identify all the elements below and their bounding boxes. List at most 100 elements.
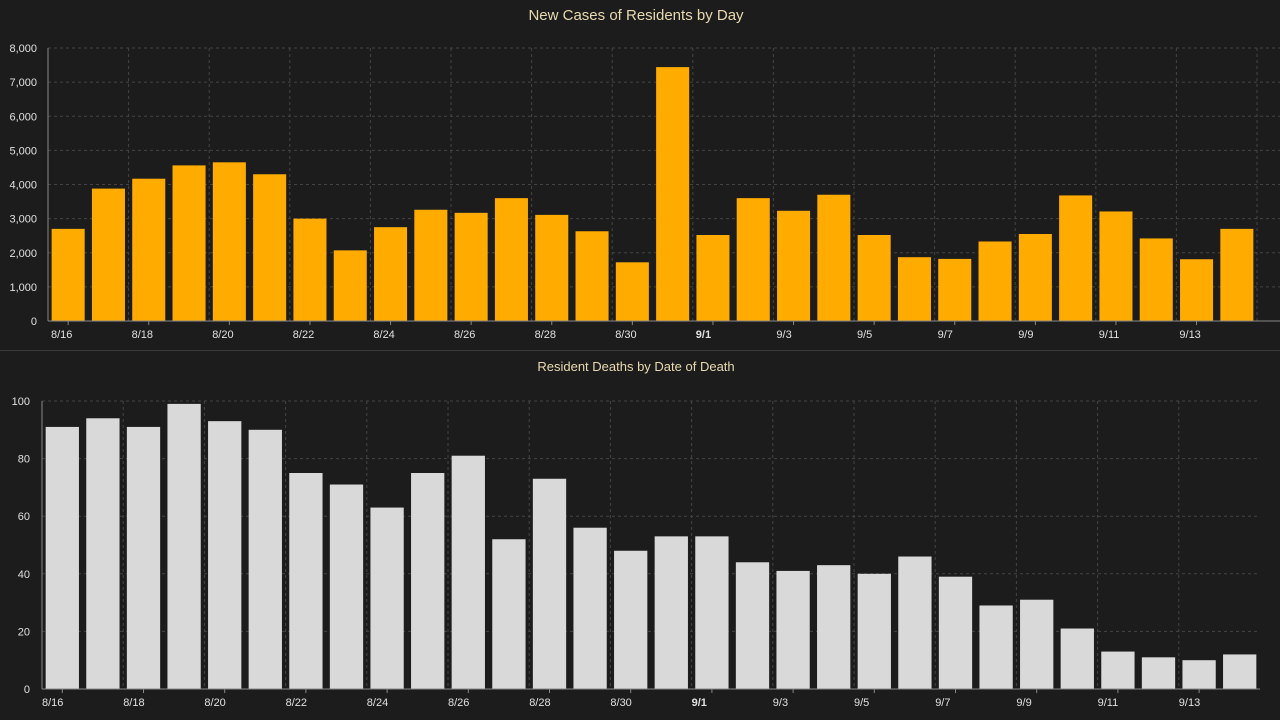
deaths-x-tick-label: 9/11 xyxy=(1098,697,1119,709)
deaths-bar-9-8 xyxy=(979,605,1013,689)
cases-bar-8-17 xyxy=(91,188,125,321)
cases-x-tick-label: 8/26 xyxy=(454,329,475,341)
new-cases-bar-chart: New Cases of Residents by Day 0 1,000 2,00… xyxy=(9,7,1280,341)
deaths-bar-9-9 xyxy=(1020,599,1054,689)
resident-deaths-gridlines xyxy=(42,400,1260,689)
deaths-bar-9-5 xyxy=(857,573,891,689)
deaths-y-tick-label: 100 xyxy=(12,396,30,408)
cases-x-tick-label: 9/13 xyxy=(1179,329,1200,341)
cases-x-tick-label: 9/9 xyxy=(1018,329,1033,341)
cases-bar-9-7 xyxy=(938,258,972,321)
cases-x-tick-label: 9/7 xyxy=(938,329,953,341)
deaths-bar-9-14 xyxy=(1223,654,1257,689)
deaths-x-tick-label: 8/28 xyxy=(529,697,550,709)
cases-y-tick-label: 6,000 xyxy=(9,111,37,123)
deaths-x-tick-label: 9/13 xyxy=(1179,697,1200,709)
cases-bar-9-12 xyxy=(1139,238,1173,321)
cases-bar-8-30 xyxy=(615,262,649,321)
deaths-y-tick-label: 20 xyxy=(18,626,30,638)
resident-deaths-chart-title: Resident Deaths by Date of Death xyxy=(537,359,734,374)
cases-bar-8-31 xyxy=(656,67,690,321)
resident-deaths-bar-chart: Resident Deaths by Date of Death 0 20 40 60… xyxy=(12,359,1260,709)
deaths-x-tick-label: 9/1 xyxy=(692,697,707,709)
cases-y-tick-label: 3,000 xyxy=(9,214,37,226)
deaths-x-tick-label: 8/26 xyxy=(448,697,469,709)
cases-y-tick-label: 0 xyxy=(31,316,37,328)
deaths-x-tick-label: 8/20 xyxy=(204,697,225,709)
deaths-bar-8-23 xyxy=(329,484,364,689)
resident-deaths-y-axis: 0 20 40 60 80 100 xyxy=(12,396,43,696)
cases-x-tick-label: 8/22 xyxy=(293,329,314,341)
cases-bar-8-20 xyxy=(212,162,246,321)
deaths-bar-8-20 xyxy=(208,421,242,689)
deaths-bar-8-19 xyxy=(167,403,201,689)
resident-deaths-bars xyxy=(45,403,1257,689)
cases-bar-8-19 xyxy=(172,165,206,321)
new-cases-chart-title: New Cases of Residents by Day xyxy=(528,7,744,24)
cases-x-tick-label: 8/24 xyxy=(373,329,394,341)
deaths-bar-9-1 xyxy=(695,536,729,689)
deaths-bar-8-16 xyxy=(45,426,79,689)
cases-y-tick-label: 2,000 xyxy=(9,248,37,260)
cases-bar-8-28 xyxy=(535,214,569,321)
deaths-y-tick-label: 40 xyxy=(18,569,30,581)
deaths-bar-8-30 xyxy=(614,550,648,689)
cases-x-tick-label: 8/16 xyxy=(51,329,72,341)
resident-deaths-chart-panel: Resident Deaths by Date of Death 0 20 40 60… xyxy=(0,351,1280,720)
cases-bar-8-22 xyxy=(293,218,327,321)
cases-bar-9-1 xyxy=(696,235,730,321)
cases-bar-8-23 xyxy=(333,250,367,321)
deaths-bar-8-26 xyxy=(451,455,485,689)
deaths-bar-8-22 xyxy=(289,473,323,689)
deaths-bar-8-18 xyxy=(126,426,161,689)
deaths-bar-8-29 xyxy=(573,527,607,689)
deaths-bar-9-7 xyxy=(938,576,973,689)
new-cases-chart-panel: New Cases of Residents by Day 0 1,000 2,00… xyxy=(0,0,1280,350)
chart-divider xyxy=(0,350,1280,351)
resident-deaths-x-axis: 8/16 8/18 8/20 8/22 8/24 8/26 8/28 8/30 9/1 9/3 9/… xyxy=(42,688,1260,709)
new-cases-x-axis: 8/16 8/18 8/20 8/22 8/24 8/26 8/28 8/30 9/1 9/3 9/… xyxy=(48,320,1280,341)
deaths-bar-8-21 xyxy=(248,429,282,689)
deaths-x-tick-label: 8/18 xyxy=(123,697,144,709)
cases-x-tick-label: 9/11 xyxy=(1099,329,1120,341)
deaths-bar-9-3 xyxy=(776,570,810,689)
cases-bar-9-8 xyxy=(978,241,1012,321)
cases-x-tick-label: 9/3 xyxy=(776,329,791,341)
cases-bar-9-11 xyxy=(1099,211,1133,321)
deaths-x-tick-label: 9/9 xyxy=(1016,697,1031,709)
cases-bar-8-25 xyxy=(414,209,448,321)
cases-bar-9-3 xyxy=(777,210,811,321)
cases-y-tick-label: 8,000 xyxy=(9,43,37,55)
cases-x-tick-label: 8/18 xyxy=(132,329,153,341)
deaths-bar-8-28 xyxy=(532,478,567,689)
cases-bar-9-2 xyxy=(736,198,770,321)
deaths-bar-9-4 xyxy=(817,565,851,689)
cases-bar-8-24 xyxy=(374,227,408,321)
cases-x-tick-label: 8/30 xyxy=(615,329,636,341)
deaths-bar-8-31 xyxy=(654,536,688,689)
new-cases-y-axis: 0 1,000 2,000 3,000 4,000 5,000 6,000 7,000 8,00… xyxy=(9,43,49,328)
deaths-bar-9-6 xyxy=(898,556,932,689)
cases-y-tick-label: 5,000 xyxy=(9,145,37,157)
deaths-bar-8-25 xyxy=(411,473,445,689)
deaths-x-tick-label: 8/24 xyxy=(367,697,388,709)
deaths-bar-9-10 xyxy=(1060,628,1094,689)
deaths-bar-9-12 xyxy=(1141,657,1176,689)
deaths-x-tick-label: 9/5 xyxy=(854,697,869,709)
deaths-x-tick-label: 9/7 xyxy=(935,697,950,709)
cases-bar-9-4 xyxy=(817,194,851,321)
deaths-y-tick-label: 60 xyxy=(18,511,30,523)
deaths-bar-9-13 xyxy=(1182,660,1216,689)
deaths-x-tick-label: 8/22 xyxy=(286,697,307,709)
cases-bar-8-16 xyxy=(51,228,85,321)
deaths-bar-8-27 xyxy=(492,539,526,689)
cases-x-tick-label: 8/20 xyxy=(212,329,233,341)
cases-bar-9-13 xyxy=(1180,259,1214,321)
deaths-bar-9-11 xyxy=(1101,651,1135,689)
cases-bar-8-29 xyxy=(575,231,609,321)
cases-x-tick-label: 9/1 xyxy=(696,329,711,341)
cases-bar-9-10 xyxy=(1059,195,1093,321)
new-cases-bars xyxy=(51,67,1254,321)
cases-y-tick-label: 1,000 xyxy=(9,282,37,294)
